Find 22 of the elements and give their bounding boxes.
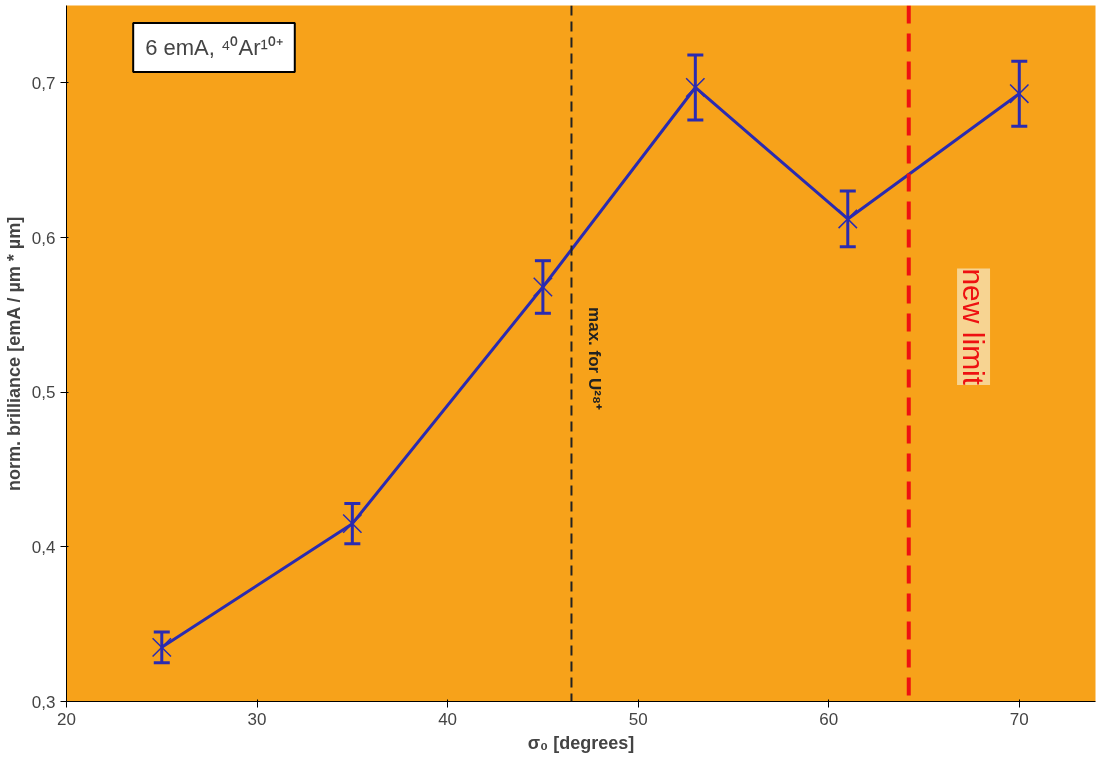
y-tick-label: 0,6 xyxy=(31,228,56,248)
x-tick-label: 70 xyxy=(1009,709,1029,729)
x-tick-label: 30 xyxy=(247,709,267,729)
x-tick-label: 40 xyxy=(438,709,458,729)
annotation: 6 emA, ⁴⁰Ar¹⁰⁺ xyxy=(145,35,283,61)
y-axis-title: norm. brilliance [emA / µm * µm] xyxy=(3,216,24,491)
point xyxy=(342,513,363,534)
ref-line-label: max. for U²⁸⁺ xyxy=(584,307,604,410)
y-tick-label: 0,5 xyxy=(31,383,56,403)
point xyxy=(532,277,553,297)
y-tick-label: 0,4 xyxy=(31,537,56,557)
x-tick-label: 60 xyxy=(819,709,839,729)
point xyxy=(1009,83,1030,104)
point xyxy=(837,209,858,229)
point xyxy=(685,77,706,98)
y-tick-label: 0,7 xyxy=(31,73,56,93)
point xyxy=(151,637,172,658)
x-tick-label: 50 xyxy=(628,709,648,729)
x-axis-title: σ₀ [degrees] xyxy=(527,732,635,753)
ref-line-label: new limit xyxy=(957,268,991,386)
y-tick-label: 0,3 xyxy=(31,692,56,712)
x-tick-label: 20 xyxy=(57,709,76,729)
